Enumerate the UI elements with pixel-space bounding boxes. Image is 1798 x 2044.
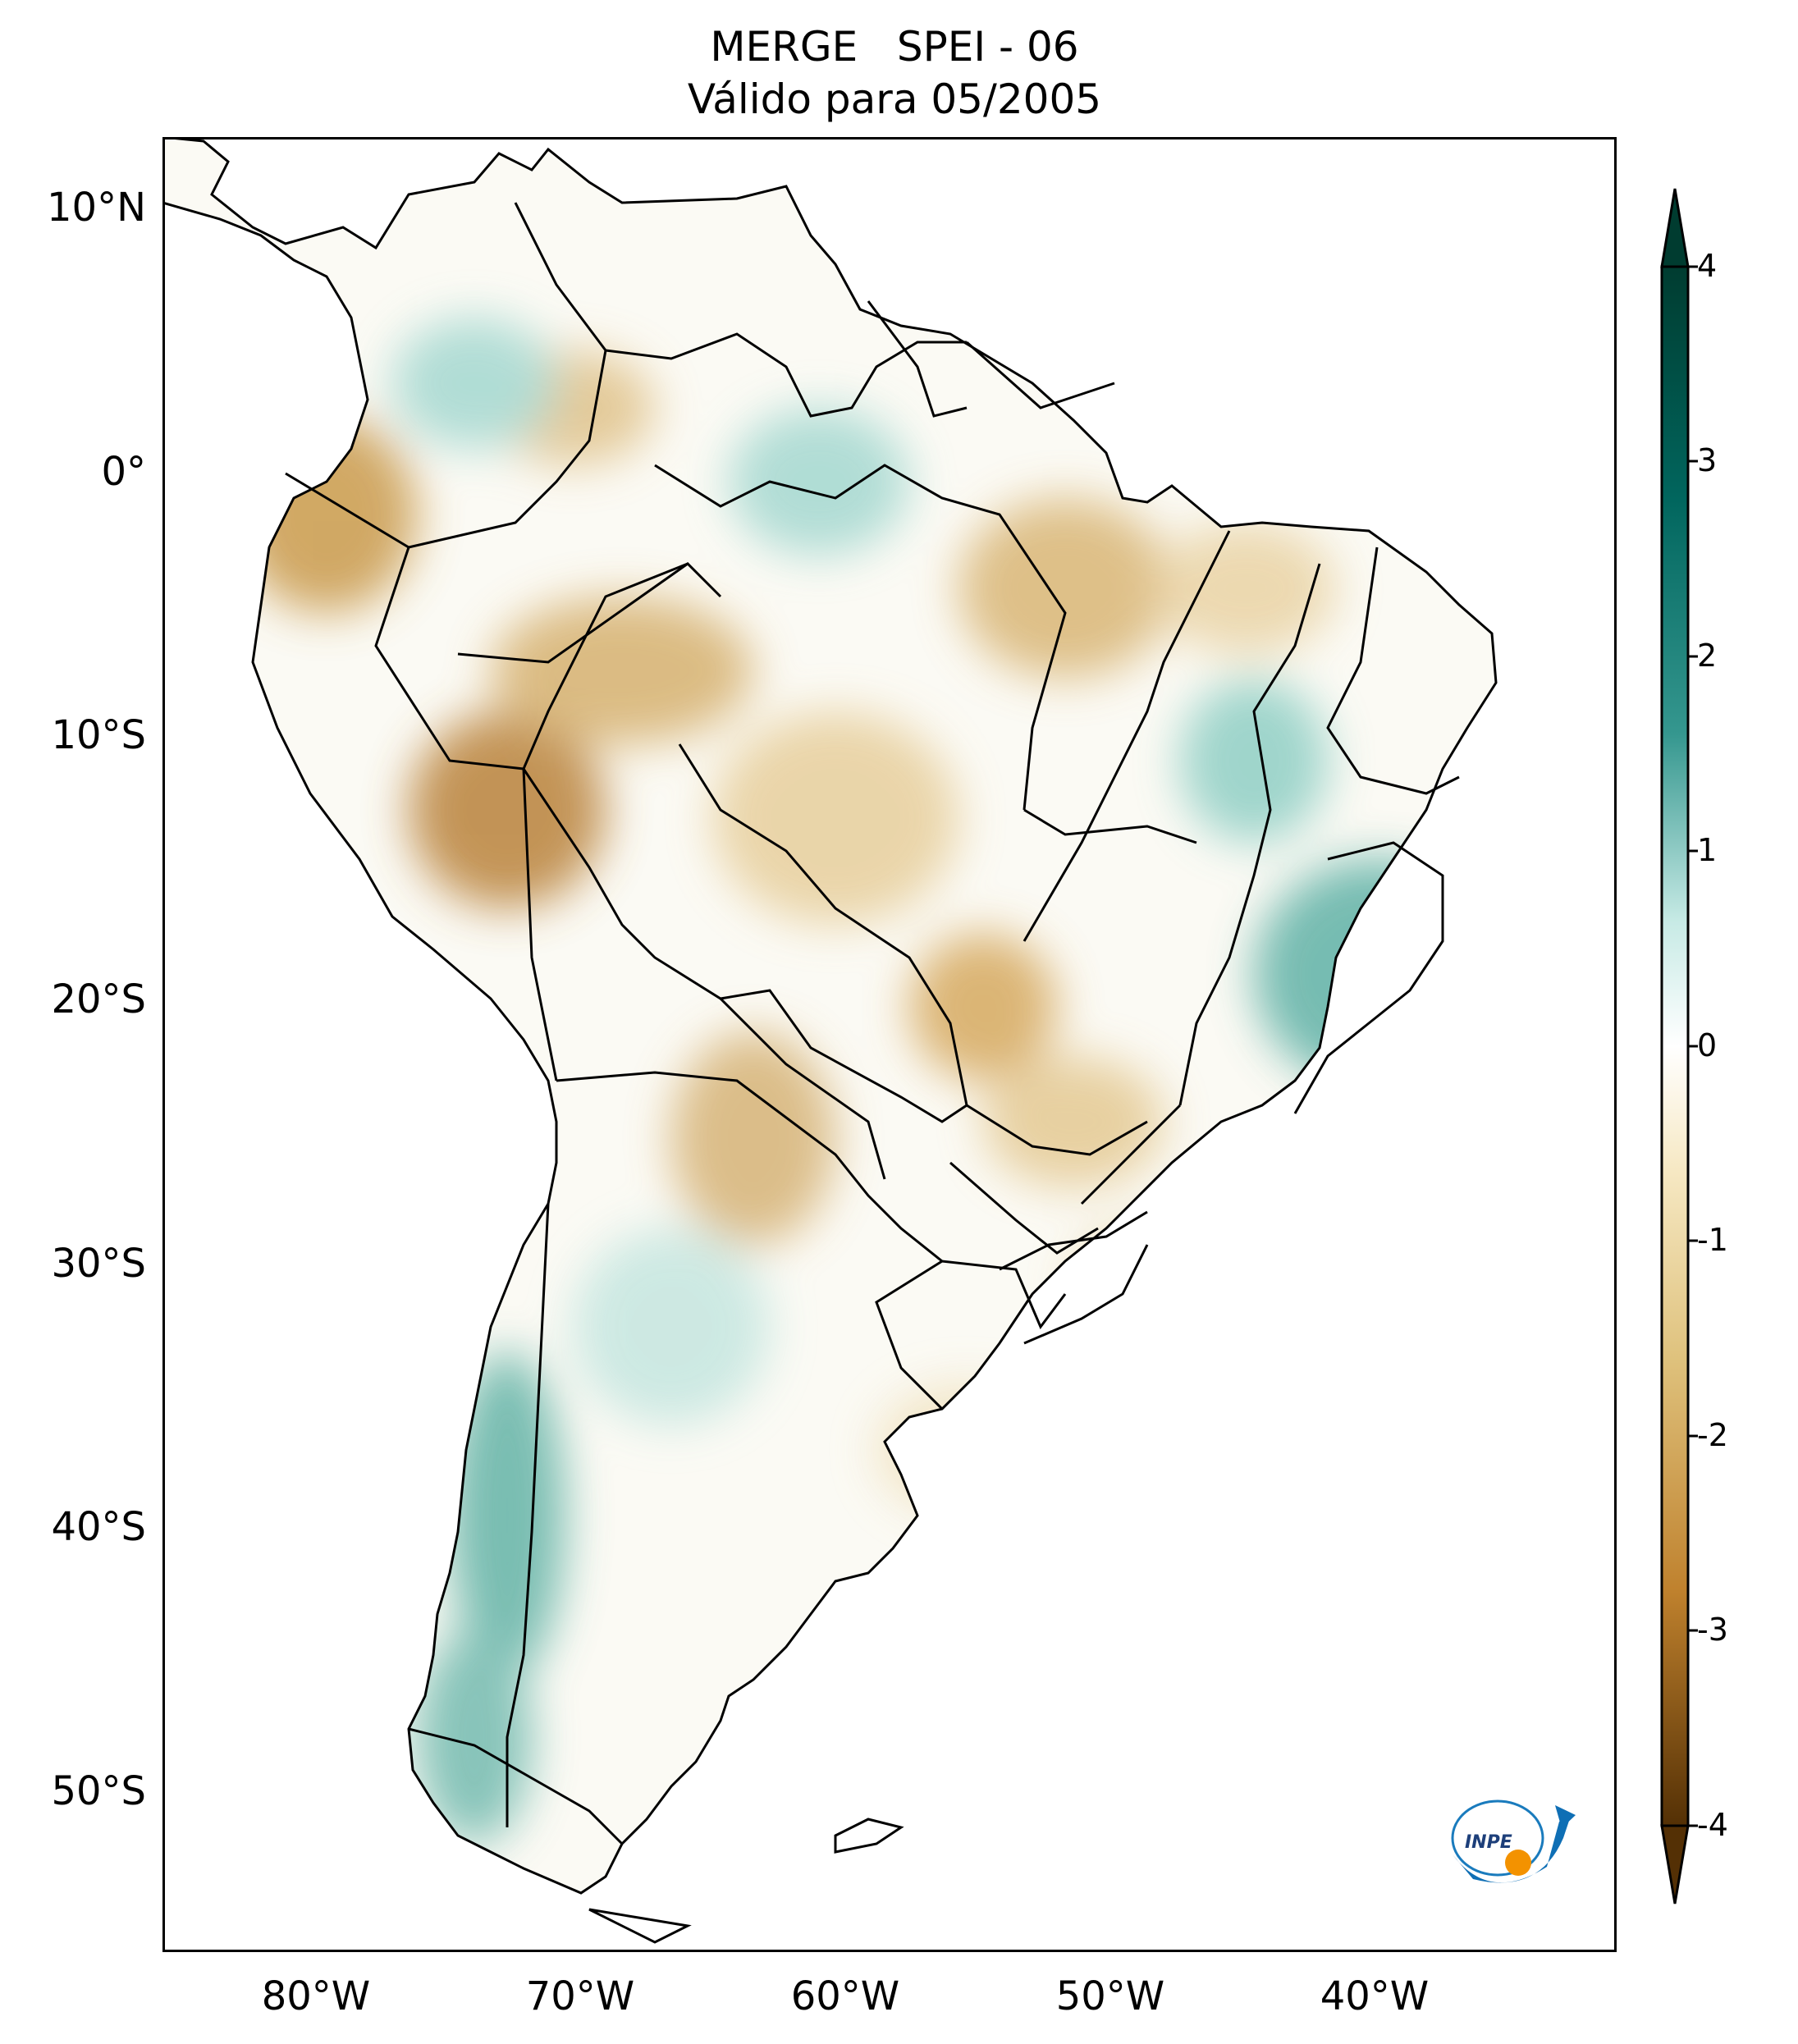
lat-tick-label: 50°S <box>51 1768 146 1814</box>
colorbar-tick-label: 4 <box>1697 248 1718 284</box>
colorbar-gradient <box>1660 265 1690 1827</box>
lon-tick-label: 80°W <box>261 1973 371 2019</box>
map-title: MERGE SPEI - 06 <box>710 23 1079 71</box>
colorbar-tick-label: -4 <box>1697 1807 1728 1843</box>
lon-tick-label: 40°W <box>1320 1973 1430 2019</box>
colorbar-tick-label: 3 <box>1697 442 1718 478</box>
colorbar-tick-label: -2 <box>1697 1417 1728 1453</box>
lon-tick-label: 50°W <box>1055 1973 1165 2019</box>
colorbar-tick-label: -1 <box>1697 1222 1728 1258</box>
map-panel <box>162 137 1617 1952</box>
colorbar-min-extend <box>1660 1824 1690 1905</box>
colorbar-tick-label: -3 <box>1697 1612 1728 1648</box>
lon-tick-label: 70°W <box>525 1973 635 2019</box>
lon-tick-label: 60°W <box>790 1973 900 2019</box>
lat-tick-label: 0° <box>101 449 146 495</box>
country-borders <box>162 137 1498 1944</box>
colorbar-tick-label: 1 <box>1697 832 1718 868</box>
map-border <box>162 137 1617 1952</box>
lat-tick-label: 10°N <box>47 185 146 231</box>
map-subtitle: Válido para 05/2005 <box>687 75 1102 123</box>
colorbar-tick-label: 2 <box>1697 638 1718 674</box>
colorbar-max-extend <box>1660 188 1690 268</box>
lat-tick-label: 20°S <box>51 976 146 1022</box>
lat-tick-label: 30°S <box>51 1241 146 1287</box>
colorbar <box>1660 188 1698 1905</box>
inpe-logo: INPE <box>1451 1799 1576 1883</box>
colorbar-tick-label: 0 <box>1697 1027 1718 1063</box>
lat-tick-label: 10°S <box>51 712 146 758</box>
lat-tick-label: 40°S <box>51 1504 146 1550</box>
logo-text: INPE <box>1465 1832 1512 1853</box>
